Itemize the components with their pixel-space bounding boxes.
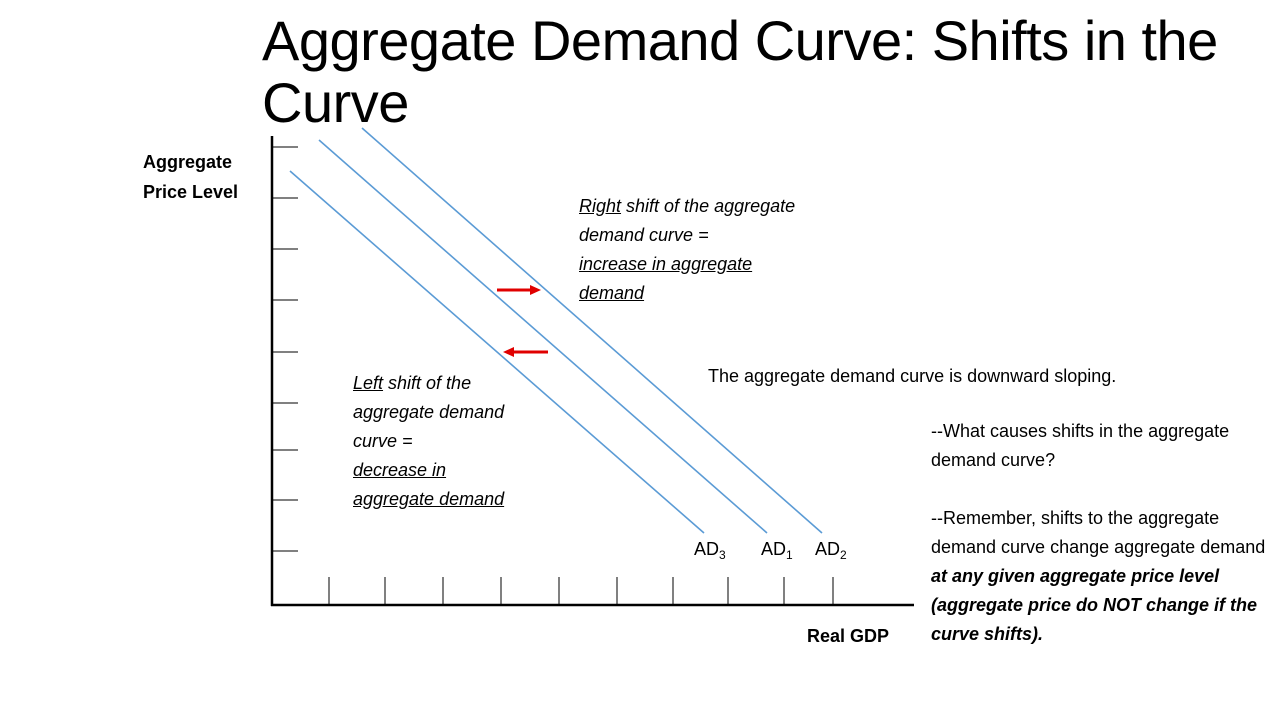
curve-label-text: AD xyxy=(761,539,787,559)
left-shift-underlined-word: Left xyxy=(353,373,384,393)
y-axis-ticks xyxy=(272,146,298,552)
left-shift-note-line4: decrease in xyxy=(353,456,504,485)
causes-remember: --Remember, shifts to the aggregate dema… xyxy=(931,504,1271,649)
right-shift-note-line1: Right shift of the aggregate xyxy=(579,192,795,221)
x-axis-label: Real GDP xyxy=(807,626,890,646)
right-shift-note-line1-rest: shift of the aggregate xyxy=(621,196,796,216)
x-axis-ticks xyxy=(328,577,834,605)
curve-label-subscript: 1 xyxy=(786,548,793,562)
left-shift-note-line3: curve = xyxy=(353,431,413,451)
left-shift-note: Left shift of the aggregate demand curve… xyxy=(353,369,504,514)
ad2-curve xyxy=(361,127,823,534)
left-shift-note-line5: aggregate demand xyxy=(353,485,504,514)
right-shift-note-line4: demand xyxy=(579,279,795,308)
right-shift-underlined-word: Right xyxy=(579,196,622,216)
right-shift-note-line2: demand curve = xyxy=(579,225,709,245)
y-axis-label-line2: Price Level xyxy=(143,182,239,202)
right-shift-note-line3-text: increase in aggregate xyxy=(579,254,753,274)
curve-label-text: AD xyxy=(815,539,841,559)
curve-label-text: AD xyxy=(694,539,720,559)
causes-question: --What causes shifts in the aggregate de… xyxy=(931,421,1230,470)
curve-label-subscript: 3 xyxy=(719,548,726,562)
right-shift-note-line3: increase in aggregate xyxy=(579,250,795,279)
left-shift-note-line4-text: decrease in xyxy=(353,460,447,480)
arrow-right-icon xyxy=(497,285,541,295)
y-axis-label-line1: Aggregate xyxy=(143,152,233,172)
left-shift-note-line2: aggregate demand xyxy=(353,402,505,422)
ad3-curve xyxy=(289,170,705,534)
page-title: Aggregate Demand Curve: Shifts in the Cu… xyxy=(262,9,1218,134)
causes-remember-bold: at any given aggregate price level (aggr… xyxy=(931,566,1258,644)
curve-label-ad2: AD2 xyxy=(815,539,847,562)
curve-label-ad1: AD1 xyxy=(761,539,793,562)
curve-label-ad3: AD3 xyxy=(694,539,726,562)
causes-note: --What causes shifts in the aggregate de… xyxy=(931,417,1271,649)
arrow-left-icon xyxy=(503,347,548,357)
left-shift-note-line1: Left shift of the xyxy=(353,369,504,398)
ad1-curve xyxy=(318,139,768,534)
left-shift-note-line1-rest: shift of the xyxy=(383,373,472,393)
right-shift-note-line4-text: demand xyxy=(579,283,645,303)
curve-label-subscript: 2 xyxy=(840,548,847,562)
left-shift-note-line5-text: aggregate demand xyxy=(353,489,505,509)
right-shift-note: Right shift of the aggregate demand curv… xyxy=(579,192,795,308)
y-axis-label: Aggregate Price Level xyxy=(143,147,238,207)
causes-remember-plain: --Remember, shifts to the aggregate dema… xyxy=(931,508,1266,557)
slope-note: The aggregate demand curve is downward s… xyxy=(708,366,1117,386)
